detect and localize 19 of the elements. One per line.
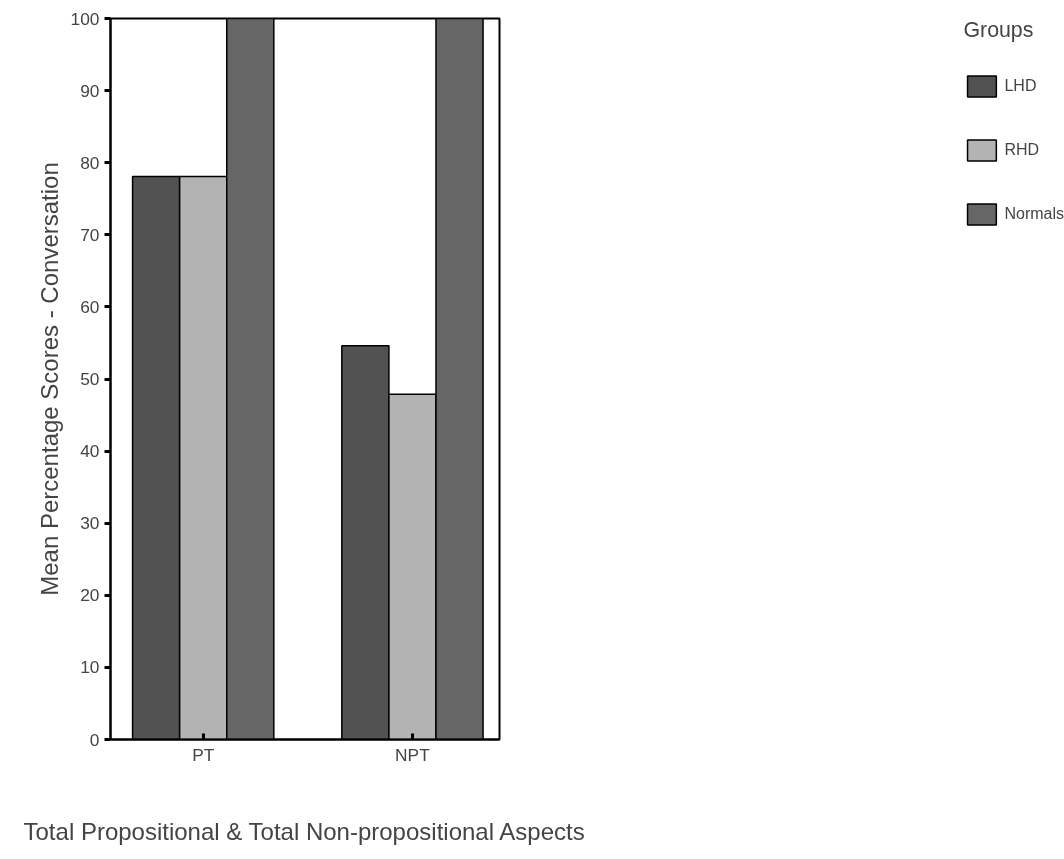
x-tick-label: PT: [192, 744, 215, 765]
legend-label: Normals: [1004, 205, 1064, 223]
legend-label: RHD: [1004, 141, 1040, 159]
y-tick-label: 40: [80, 441, 100, 462]
y-axis-title: Mean Percentage Scores - Conversation: [35, 162, 63, 596]
y-tick-label: 10: [80, 657, 100, 678]
y-tick-label: 30: [80, 513, 100, 534]
y-tick-label: 90: [80, 80, 100, 101]
y-tick-label: 100: [70, 8, 100, 29]
y-tick-label: 0: [89, 729, 100, 750]
x-tick-label: NPT: [395, 744, 431, 765]
legend-title: Groups: [963, 18, 1035, 43]
y-tick-label: 80: [80, 152, 100, 173]
y-tick-label: 70: [80, 224, 100, 245]
x-axis-title: Total Propositional & Total Non-propositional Aspects: [23, 817, 585, 845]
y-tick-label: 50: [80, 369, 100, 389]
y-tick-label: 60: [80, 296, 100, 317]
y-tick-label: 20: [80, 585, 100, 606]
legend-label: LHD: [1004, 77, 1037, 95]
